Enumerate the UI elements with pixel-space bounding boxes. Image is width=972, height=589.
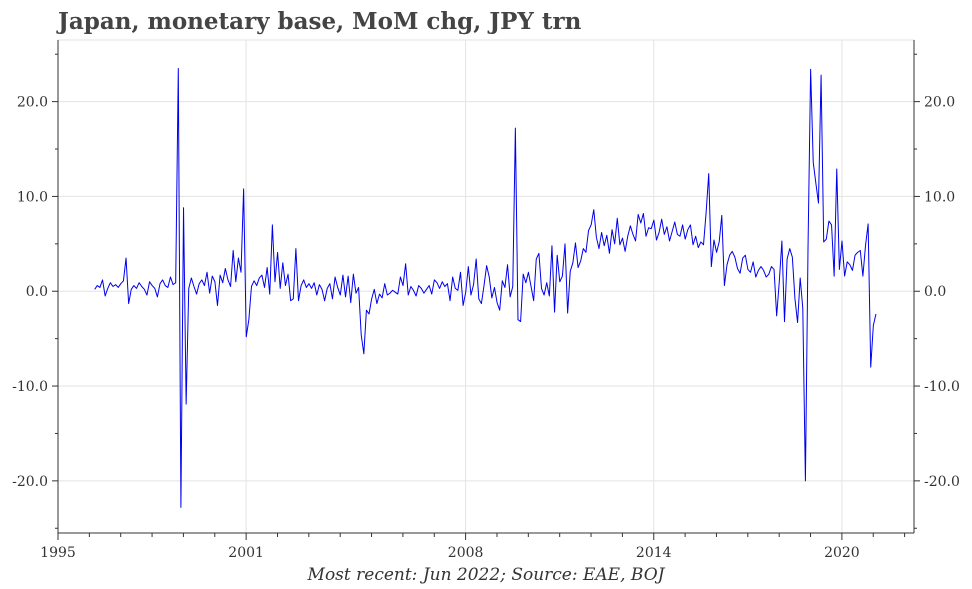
y-tick-label-right: 20.0 (924, 95, 955, 111)
x-tick-label: 2020 (824, 545, 860, 561)
y-tick-label-right: 10.0 (924, 189, 955, 205)
y-tick-label-right: -20.0 (924, 474, 960, 490)
grid (57, 40, 914, 533)
x-tick-label: 2014 (636, 545, 672, 561)
x-tick-label: 2001 (228, 545, 264, 561)
y-axis-left: -20.0 -10.0 0.0 10.0 20.0 (12, 40, 59, 533)
source-caption: Most recent: Jun 2022; Source: EAE, BOJ (307, 565, 665, 585)
y-axis-right: -20.0 -10.0 0.0 10.0 20.0 (913, 40, 960, 533)
x-axis: 1995 2001 2008 2014 2020 (40, 532, 914, 561)
y-tick-label-left: 20.0 (17, 95, 48, 111)
series-line (94, 67, 877, 508)
y-tick-label-right: -10.0 (924, 379, 960, 395)
y-tick-label-left: 10.0 (17, 189, 48, 205)
chart-title: Japan, monetary base, MoM chg, JPY trn (58, 8, 582, 35)
y-tick-label-right: 0.0 (924, 284, 946, 300)
y-tick-label-left: 0.0 (26, 284, 48, 300)
series-group (94, 67, 877, 508)
y-tick-label-left: -10.0 (12, 379, 48, 395)
x-tick-label: 2008 (448, 545, 484, 561)
y-tick-label-left: -20.0 (12, 474, 48, 490)
x-tick-label: 1995 (40, 545, 76, 561)
